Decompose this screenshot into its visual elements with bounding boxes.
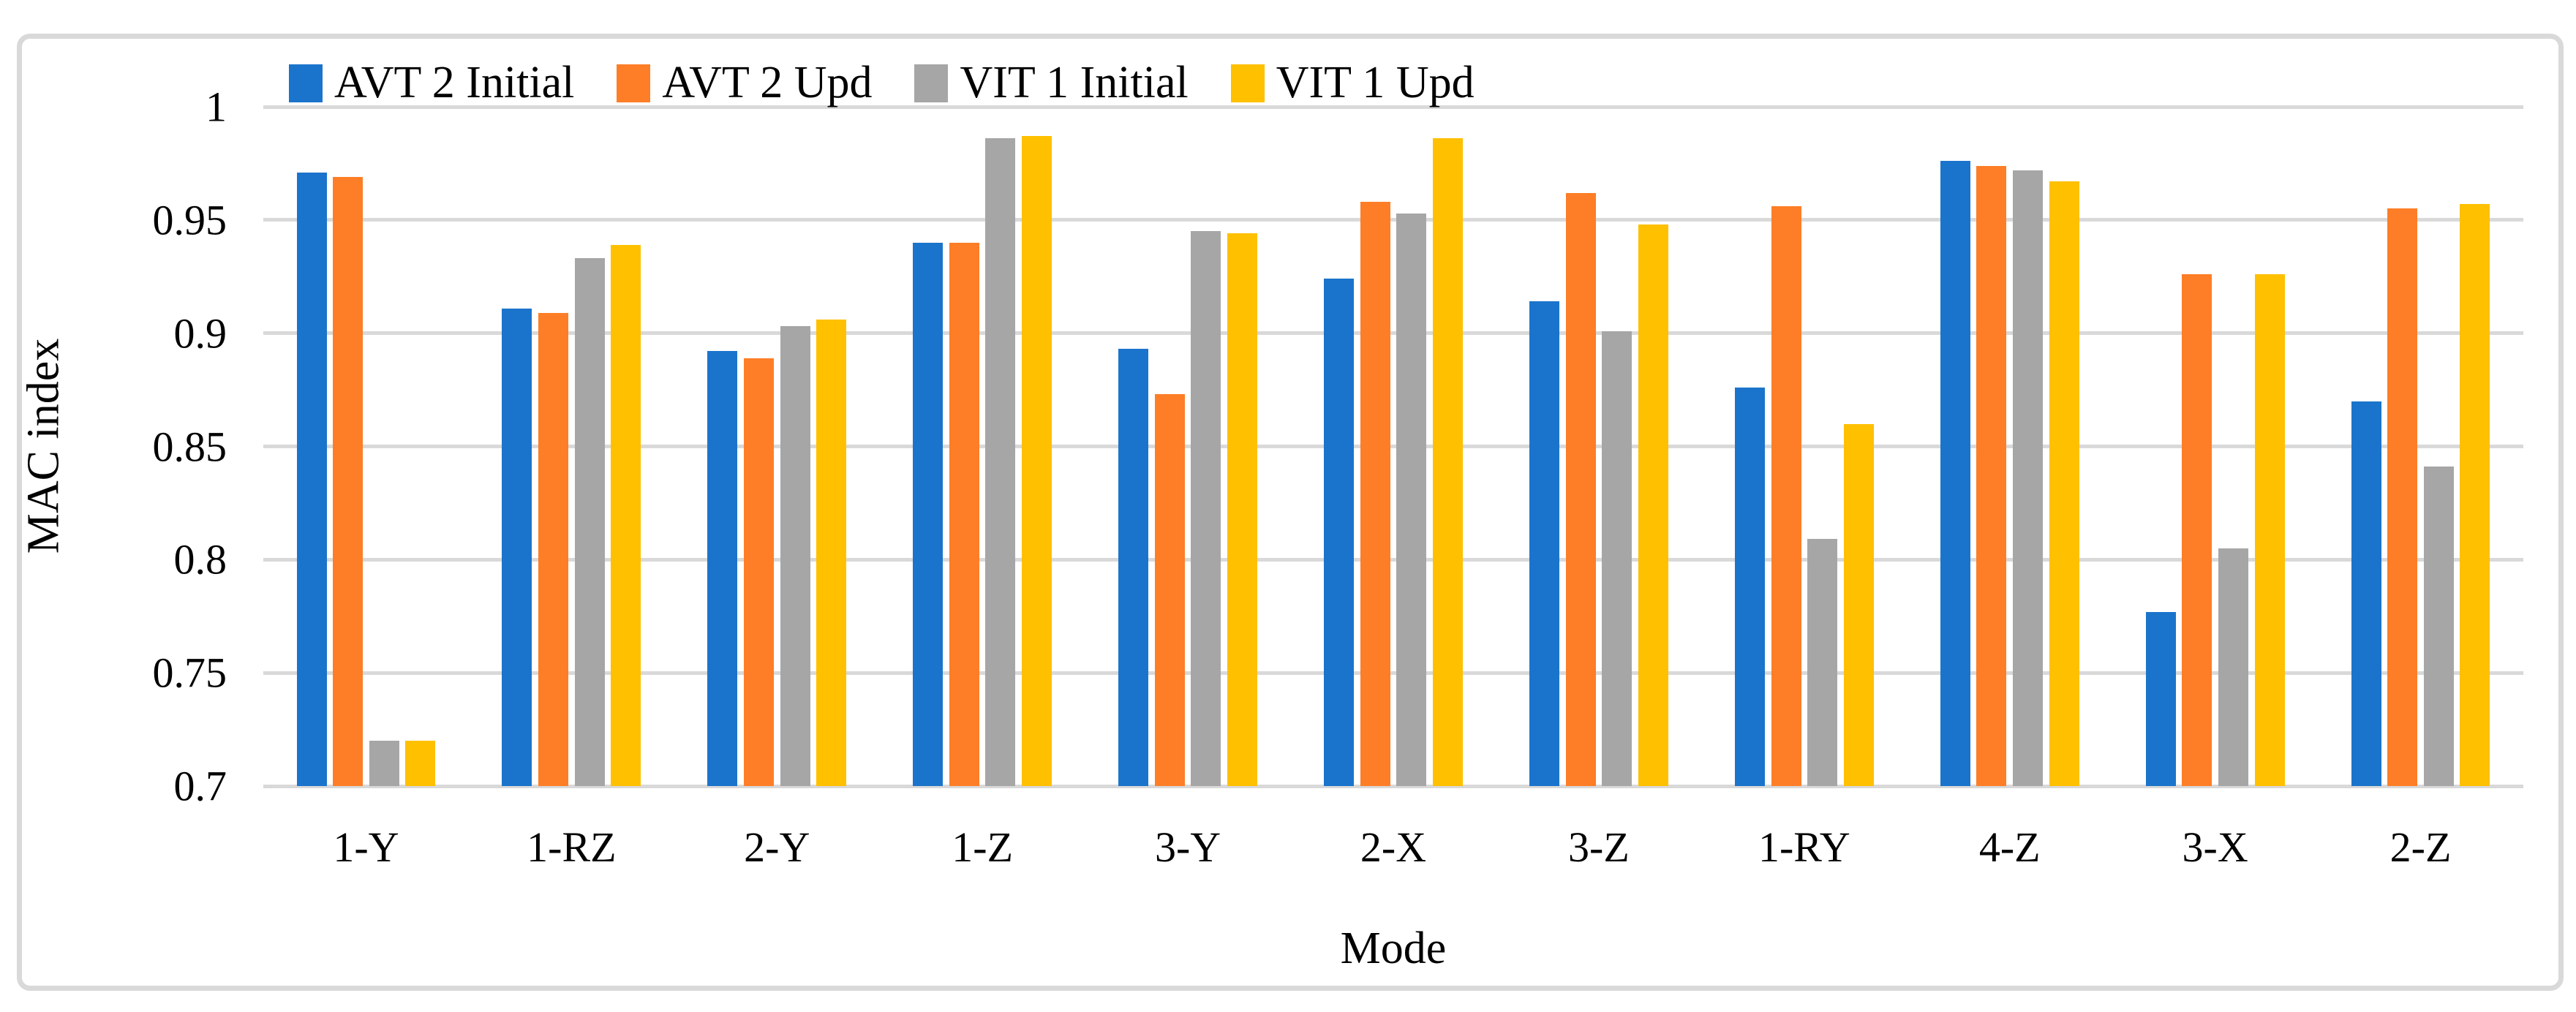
- bar-3-Y-avt-2-initial: [1118, 349, 1149, 786]
- bar-2-Z-vit-1-upd: [2460, 204, 2490, 786]
- gridline: [263, 445, 2523, 448]
- bar-2-Y-avt-2-upd: [743, 358, 774, 786]
- legend-item-vit-1-upd: VIT 1 Upd: [1230, 57, 1475, 109]
- gridline: [263, 557, 2523, 562]
- bar-2-X-avt-2-upd: [1360, 202, 1390, 786]
- bar-4-Z-vit-1-initial: [2013, 170, 2044, 786]
- x-tick-label-3-Z: 3-Z: [1568, 823, 1630, 871]
- bar-4-Z-vit-1-upd: [2049, 181, 2079, 786]
- bar-1-Z-vit-1-upd: [1022, 136, 1052, 786]
- y-tick-label: 0.9: [173, 309, 227, 358]
- bar-1-RY-vit-1-initial: [1807, 539, 1838, 786]
- gridline: [263, 331, 2523, 336]
- legend-label: AVT 2 Upd: [662, 58, 873, 107]
- y-axis-title: MAC index: [18, 338, 69, 554]
- x-tick-label-3-X: 3-X: [2182, 823, 2248, 871]
- bar-3-X-avt-2-initial: [2145, 611, 2176, 786]
- bar-2-Z-vit-1-initial: [2423, 467, 2454, 786]
- legend-label: AVT 2 Initial: [334, 58, 575, 107]
- bar-3-Z-vit-1-initial: [1602, 331, 1632, 786]
- bar-3-Z-avt-2-upd: [1565, 192, 1596, 786]
- bar-3-X-vit-1-initial: [2218, 548, 2248, 786]
- bar-3-Y-vit-1-upd: [1227, 233, 1257, 786]
- bar-3-X-avt-2-upd: [2182, 274, 2212, 786]
- bar-3-Y-avt-2-upd: [1154, 394, 1185, 786]
- legend-label: VIT 1 Initial: [960, 58, 1189, 107]
- legend-item-avt-2-initial: AVT 2 Initial: [289, 57, 574, 109]
- legend-swatch-icon: [289, 64, 323, 102]
- x-axis-title: Mode: [1340, 924, 1447, 973]
- bar-1-Z-avt-2-upd: [949, 242, 979, 786]
- bar-1-Y-avt-2-initial: [296, 172, 327, 786]
- legend-item-avt-2-upd: AVT 2 Upd: [617, 57, 872, 109]
- y-tick-label: 0.85: [152, 423, 227, 470]
- bar-3-Y-vit-1-initial: [1191, 231, 1221, 786]
- bar-1-Y-vit-1-upd: [405, 741, 436, 786]
- bar-1-RZ-vit-1-initial: [574, 258, 605, 786]
- bar-1-RZ-vit-1-upd: [611, 244, 641, 786]
- y-tick-label: 0.8: [173, 535, 227, 584]
- bar-2-X-avt-2-initial: [1324, 279, 1355, 786]
- x-tick-label-2-Y: 2-Y: [744, 823, 810, 871]
- bar-2-Y-vit-1-upd: [816, 320, 847, 786]
- chart-frame: [17, 34, 2564, 991]
- y-tick-label: 0.95: [152, 196, 227, 244]
- bar-2-Y-avt-2-initial: [707, 351, 738, 786]
- bar-4-Z-avt-2-initial: [1940, 161, 1970, 786]
- bar-1-Y-avt-2-upd: [333, 176, 364, 786]
- x-tick-label-2-X: 2-X: [1360, 823, 1427, 871]
- x-tick-label-3-Y: 3-Y: [1154, 823, 1221, 871]
- bar-1-Y-vit-1-initial: [369, 741, 399, 786]
- bar-1-RY-vit-1-upd: [1843, 423, 1874, 786]
- x-tick-label-4-Z: 4-Z: [1978, 823, 2041, 871]
- bar-2-X-vit-1-upd: [1432, 138, 1463, 786]
- gridline: [263, 784, 2523, 788]
- y-tick-label: 0.75: [152, 649, 227, 697]
- bar-2-Y-vit-1-initial: [780, 326, 810, 786]
- bar-1-Z-avt-2-initial: [913, 242, 944, 786]
- bar-3-X-vit-1-upd: [2254, 274, 2285, 786]
- bar-1-RZ-avt-2-upd: [538, 312, 569, 786]
- x-tick-label-1-Y: 1-Y: [333, 823, 399, 871]
- bar-1-RY-avt-2-initial: [1734, 387, 1765, 786]
- bar-1-RY-avt-2-upd: [1771, 206, 1801, 786]
- gridline: [263, 218, 2523, 222]
- y-tick-label: 1: [206, 83, 227, 131]
- legend-swatch-icon: [1230, 64, 1265, 102]
- x-tick-label-1-RZ: 1-RZ: [527, 823, 617, 871]
- bar-2-Z-avt-2-upd: [2387, 208, 2418, 786]
- bar-2-X-vit-1-initial: [1396, 213, 1427, 786]
- legend: AVT 2 Initial AVT 2 Upd VIT 1 Initial VIT 1…: [289, 57, 1475, 109]
- bar-3-Z-avt-2-initial: [1529, 301, 1559, 786]
- y-tick-label: 0.7: [173, 762, 227, 810]
- bar-2-Z-avt-2-initial: [2351, 401, 2381, 786]
- legend-swatch-icon: [914, 64, 949, 102]
- bar-1-Z-vit-1-initial: [985, 138, 1016, 786]
- gridline: [263, 671, 2523, 675]
- bar-1-RZ-avt-2-initial: [502, 308, 532, 786]
- bar-3-Z-vit-1-upd: [1638, 224, 1668, 786]
- gridline: [263, 105, 2523, 109]
- legend-swatch-icon: [617, 64, 651, 102]
- legend-label: VIT 1 Upd: [1276, 58, 1475, 107]
- x-tick-label-2-Z: 2-Z: [2389, 823, 2452, 871]
- x-tick-label-1-Z: 1-Z: [952, 823, 1014, 871]
- legend-item-vit-1-initial: VIT 1 Initial: [914, 57, 1189, 109]
- bar-4-Z-avt-2-upd: [1976, 165, 2007, 786]
- x-tick-label-1-RY: 1-RY: [1758, 823, 1850, 871]
